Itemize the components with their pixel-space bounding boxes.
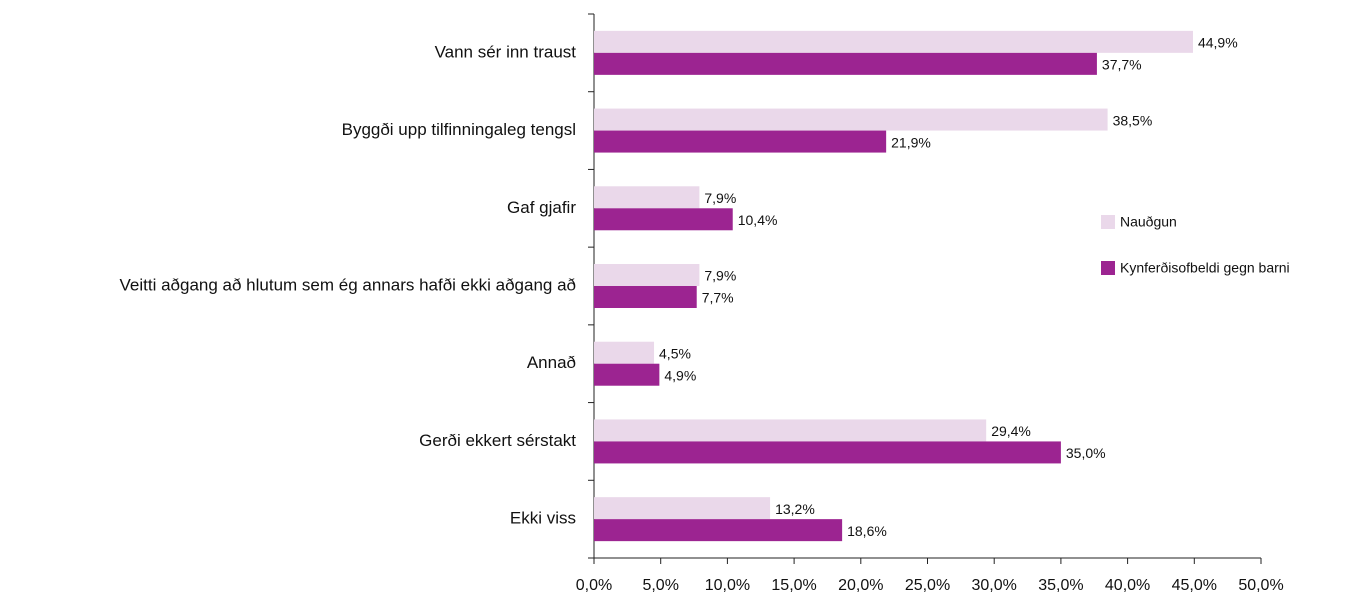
x-tick-label: 45,0%	[1172, 577, 1217, 594]
value-label: 13,2%	[775, 501, 815, 517]
x-tick-label: 25,0%	[905, 577, 950, 594]
category-label: Ekki viss	[510, 509, 576, 528]
bar	[594, 497, 771, 520]
legend-label: Kynferðisofbeldi gegn barni	[1120, 260, 1290, 276]
category-label: Veitti aðgang að hlutum sem ég annars ha…	[120, 275, 577, 294]
x-tick-label: 30,0%	[972, 577, 1017, 594]
bar	[594, 52, 1097, 75]
value-label: 44,9%	[1198, 35, 1238, 51]
value-label: 18,6%	[847, 523, 887, 539]
category-label: Byggði upp tilfinningaleg tengsl	[342, 120, 576, 139]
category-label: Vann sér inn traust	[435, 42, 577, 61]
value-label: 37,7%	[1102, 57, 1142, 73]
category-label: Gerði ekkert sérstakt	[419, 431, 576, 450]
x-tick-label: 0,0%	[576, 577, 612, 594]
x-tick-label: 40,0%	[1105, 577, 1150, 594]
value-label: 21,9%	[891, 134, 931, 150]
x-tick-label: 5,0%	[642, 577, 678, 594]
value-label: 7,7%	[702, 290, 734, 306]
category-label: Gaf gjafir	[507, 198, 576, 217]
bar	[594, 419, 987, 442]
bar	[594, 441, 1061, 464]
value-label: 7,9%	[704, 268, 736, 284]
bar	[594, 264, 700, 286]
category-label: Annað	[527, 353, 576, 372]
value-label: 10,4%	[738, 212, 778, 228]
bar	[594, 286, 697, 308]
bar	[594, 186, 700, 209]
value-label: 4,5%	[659, 345, 691, 361]
bar	[594, 519, 843, 542]
value-label: 7,9%	[704, 190, 736, 206]
value-label: 38,5%	[1113, 112, 1153, 128]
bar	[594, 30, 1193, 53]
bar	[594, 363, 660, 386]
legend-swatch	[1101, 215, 1115, 229]
value-label: 35,0%	[1066, 445, 1106, 461]
value-label: 29,4%	[991, 423, 1031, 439]
x-tick-label: 20,0%	[838, 577, 883, 594]
x-tick-label: 10,0%	[705, 577, 750, 594]
bar	[594, 208, 733, 231]
bar	[594, 108, 1108, 131]
legend-label: Nauðgun	[1120, 214, 1177, 230]
x-tick-label: 15,0%	[771, 577, 816, 594]
legend-swatch	[1101, 261, 1115, 275]
bar	[594, 130, 887, 153]
bar	[594, 341, 655, 364]
x-tick-label: 50,0%	[1238, 577, 1283, 594]
x-tick-label: 35,0%	[1038, 577, 1083, 594]
value-label: 4,9%	[664, 367, 696, 383]
